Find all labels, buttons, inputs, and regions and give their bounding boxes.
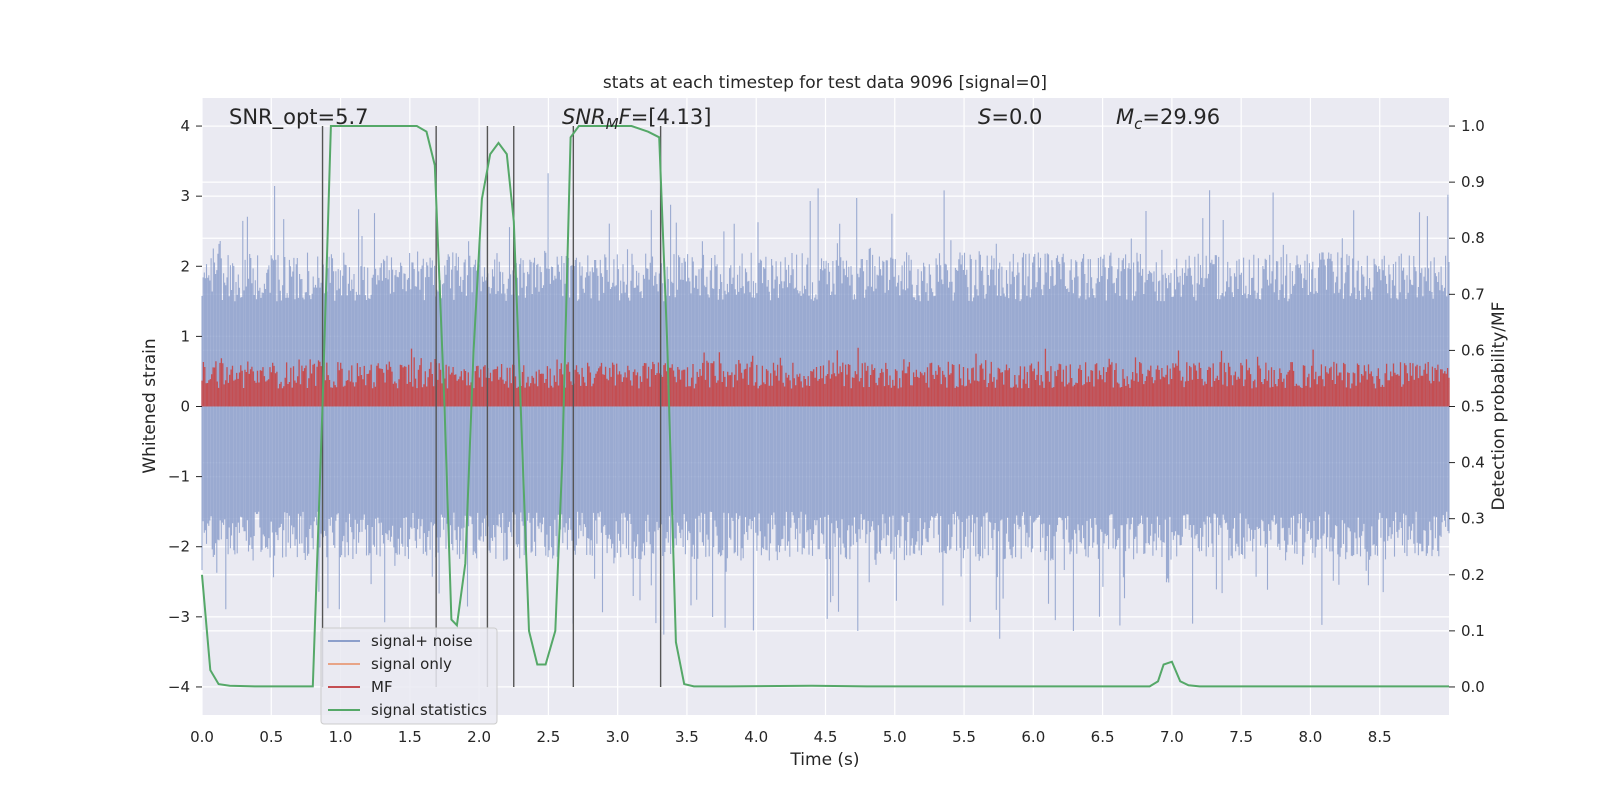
y-tick-labels: 4 3 2 1 0 −1 −2 −3 −4 (168, 117, 202, 696)
x-tick-label: 7.0 (1160, 728, 1184, 746)
y2-tick-label: 0.1 (1461, 622, 1485, 640)
x-tick-label: 8.5 (1368, 728, 1392, 746)
x-tick-label: 1.0 (329, 728, 353, 746)
y2-tick-label: 0.7 (1461, 285, 1485, 303)
signal-statistics-line (201, 125, 1449, 688)
y2-tick-label: 1.0 (1461, 117, 1485, 135)
y2-tick-label: 0.0 (1461, 678, 1485, 696)
x-tick-label: 4.5 (814, 728, 838, 746)
y-tick-label: 1 (180, 327, 190, 345)
y-tick-label: −4 (168, 678, 190, 696)
legend-label-mf: MF (371, 678, 393, 696)
x-tick-label: 0.5 (259, 728, 283, 746)
y2-tick-label: 0.8 (1461, 229, 1485, 247)
y2-tick-label: 0.2 (1461, 566, 1485, 584)
x-tick-label: 3.5 (675, 728, 699, 746)
legend: signal+ noise signal only MF signal stat… (320, 627, 498, 725)
x-tick-labels: 0.0 0.5 1.0 1.5 2.0 2.5 3.0 3.5 4.0 4.5 5.0 5.5 6.0 6… (190, 728, 1392, 746)
y2-tick-labels: 1.0 0.9 0.8 0.7 0.6 0.5 0.4 0.3 0.2 0.1 0.0 (1449, 117, 1485, 696)
series-mf (201, 347, 1450, 407)
legend-label-signal-statistics: signal statistics (371, 701, 487, 719)
mf-trace (201, 347, 1450, 407)
x-tick-label: 2.5 (536, 728, 560, 746)
y2-tick-label: 0.9 (1461, 173, 1485, 191)
y-tick-label: −1 (168, 468, 190, 486)
y2-tick-label: 0.6 (1461, 341, 1485, 359)
x-tick-label: 5.5 (952, 728, 976, 746)
x-tick-label: 3.0 (606, 728, 630, 746)
x-tick-label: 5.0 (883, 728, 907, 746)
annotation-s: S=0.0 (978, 105, 1042, 129)
y2-axis-label: Detection probability/MF (1489, 302, 1509, 511)
y-tick-label: −3 (168, 608, 190, 626)
legend-label-signal-noise: signal+ noise (371, 632, 473, 650)
x-tick-label: 7.5 (1229, 728, 1253, 746)
annotation-snr-opt: SNR_opt=5.7 (229, 105, 369, 130)
y2-tick-label: 0.4 (1461, 454, 1485, 472)
x-tick-label: 1.5 (398, 728, 422, 746)
chart-title: stats at each timestep for test data 909… (603, 73, 1047, 93)
x-tick-label: 8.0 (1299, 728, 1323, 746)
y-tick-label: 2 (180, 257, 190, 275)
legend-box (320, 627, 498, 725)
y-tick-label: −2 (168, 538, 190, 556)
x-tick-label: 6.0 (1021, 728, 1045, 746)
y-axis-label: Whitened strain (140, 338, 160, 473)
x-tick-label: 2.0 (467, 728, 491, 746)
x-axis-label: Time (s) (789, 750, 859, 770)
y2-tick-label: 0.3 (1461, 510, 1485, 528)
series-signal-statistics (201, 125, 1449, 688)
y-tick-label: 4 (180, 117, 190, 135)
x-tick-label: 6.5 (1091, 728, 1115, 746)
x-tick-label: 4.0 (744, 728, 768, 746)
annotation-mc: Mc=29.96 (1116, 105, 1220, 133)
y-tick-label: 3 (180, 187, 190, 205)
y2-tick-label: 0.5 (1461, 398, 1485, 416)
legend-label-signal-only: signal only (371, 655, 452, 673)
annotation-snr-mf: SNRMF=[4.13] (562, 105, 711, 133)
x-tick-label: 0.0 (190, 728, 214, 746)
y-tick-label: 0 (180, 398, 190, 416)
